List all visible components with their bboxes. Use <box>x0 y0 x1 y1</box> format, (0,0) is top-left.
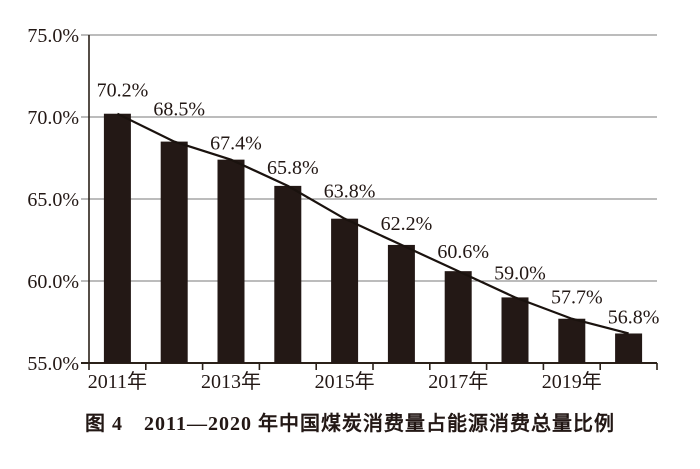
bar-value-label: 57.7% <box>551 287 603 309</box>
trend-line <box>116 112 629 335</box>
bar-2017年 <box>444 271 472 363</box>
x-axis-tick-label: 2017年 <box>428 370 488 393</box>
coal-share-bar-chart: 75.0% 70.0% 65.0% 60.0% 55.0% 70.2%68.5%67.4%… <box>27 25 660 393</box>
y-axis-tick-label: 60.0% <box>27 271 79 293</box>
bar-2011年 <box>103 113 131 363</box>
bar-value-label: 60.6% <box>437 241 489 263</box>
x-axis-tick-label: 2013年 <box>201 370 261 393</box>
x-axis-tick-label: 2011年 <box>88 370 147 393</box>
y-axis-tick-label: 65.0% <box>27 189 79 211</box>
bar-value-label: 59.0% <box>494 262 546 284</box>
bar-2013年 <box>217 159 245 363</box>
bar-value-label: 63.8% <box>324 181 376 203</box>
bar-2020年 <box>615 333 643 363</box>
y-axis-tick-label: 55.0% <box>27 353 79 375</box>
x-axis-tick-label: 2015年 <box>315 370 375 393</box>
bar-2012年 <box>160 141 188 363</box>
x-axis-tick-label: 2019年 <box>542 370 602 393</box>
bar-value-label: 70.2% <box>97 80 149 102</box>
bar-value-label: 56.8% <box>608 306 660 328</box>
y-axis-tick-label: 75.0% <box>27 25 79 47</box>
bar-value-label: 65.8% <box>267 157 319 179</box>
bar-2014年 <box>274 185 302 363</box>
bar-2015年 <box>331 218 359 363</box>
bar-2019年 <box>558 318 586 363</box>
bar-value-label: 68.5% <box>153 99 205 121</box>
bar-value-label: 62.2% <box>381 213 433 235</box>
figure-caption: 图 4 2011—2020 年中国煤炭消费量占能源消费总量比例 <box>85 413 615 435</box>
bar-2016年 <box>387 244 415 363</box>
bar-2018年 <box>501 297 529 363</box>
y-axis-tick-label: 70.0% <box>27 107 79 129</box>
bar-value-label: 67.4% <box>210 133 262 155</box>
